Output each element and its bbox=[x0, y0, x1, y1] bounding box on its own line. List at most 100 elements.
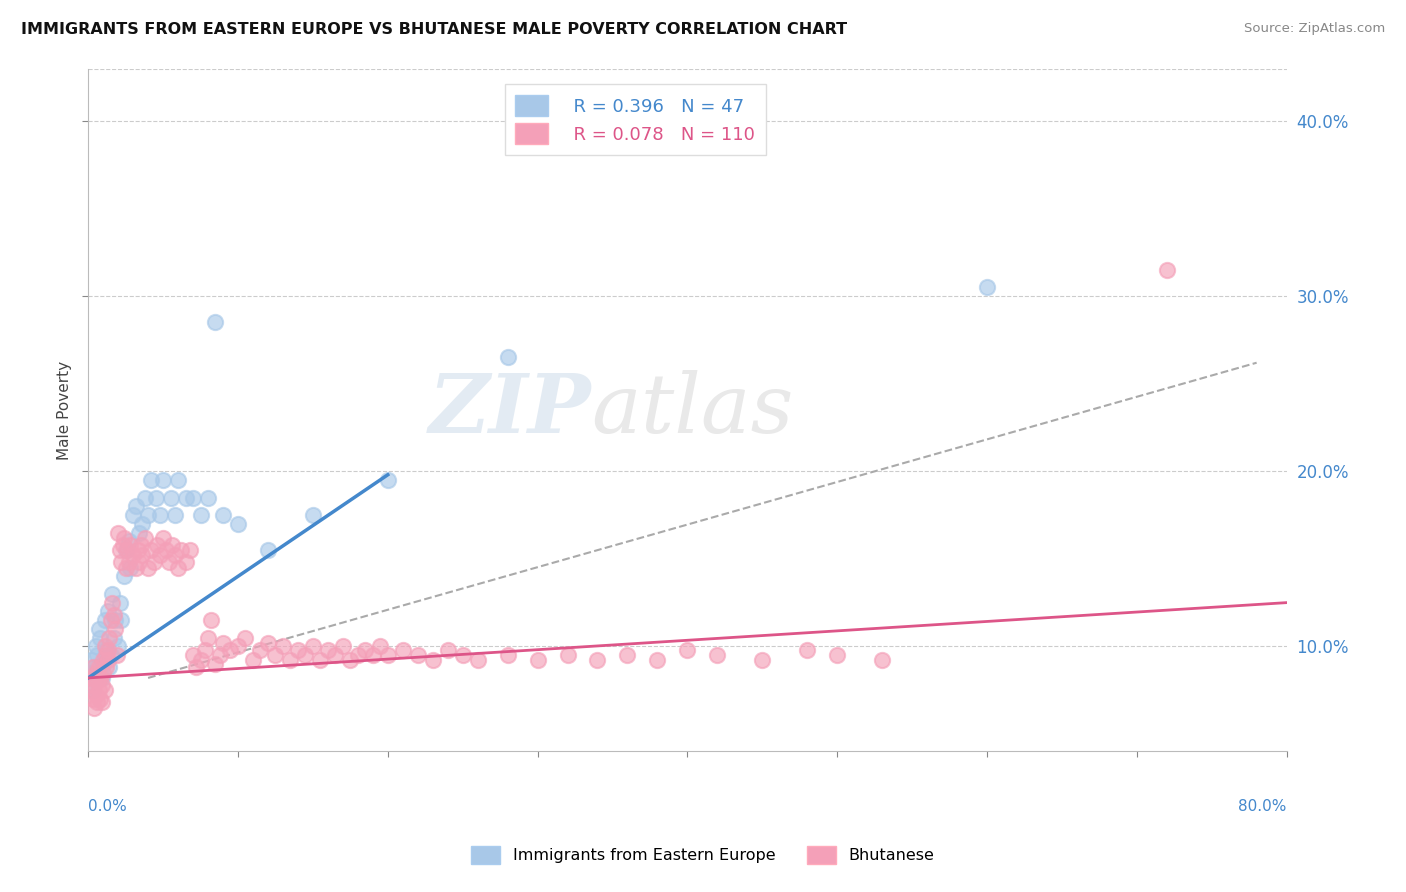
Point bbox=[83, 660, 105, 674]
Point bbox=[157, 555, 180, 569]
Point bbox=[496, 351, 519, 365]
Point bbox=[80, 671, 103, 685]
Point bbox=[212, 636, 235, 650]
Point bbox=[143, 555, 166, 569]
Point bbox=[91, 665, 114, 680]
Point bbox=[110, 613, 132, 627]
Point bbox=[94, 643, 117, 657]
Point bbox=[212, 508, 235, 522]
Point bbox=[167, 473, 190, 487]
Point bbox=[94, 660, 117, 674]
Point bbox=[117, 534, 139, 549]
Point bbox=[190, 508, 212, 522]
Point bbox=[100, 648, 122, 662]
Point bbox=[93, 640, 115, 654]
Point bbox=[98, 660, 121, 674]
Point bbox=[112, 531, 135, 545]
Point bbox=[105, 648, 128, 662]
Point bbox=[79, 683, 101, 698]
Point bbox=[107, 525, 129, 540]
Point bbox=[89, 671, 111, 685]
Point bbox=[93, 613, 115, 627]
Point bbox=[83, 700, 105, 714]
Point bbox=[280, 653, 302, 667]
Point bbox=[436, 643, 458, 657]
Point bbox=[125, 560, 148, 574]
Point bbox=[83, 678, 105, 692]
Point bbox=[496, 648, 519, 662]
Point bbox=[451, 648, 474, 662]
Point bbox=[89, 692, 111, 706]
Point bbox=[82, 692, 104, 706]
Point bbox=[120, 560, 142, 574]
Point bbox=[391, 643, 413, 657]
Point bbox=[136, 560, 159, 574]
Point bbox=[167, 560, 190, 574]
Point bbox=[120, 538, 142, 552]
Point bbox=[152, 531, 174, 545]
Point bbox=[104, 622, 127, 636]
Point bbox=[98, 631, 121, 645]
Point bbox=[131, 516, 153, 531]
Point bbox=[129, 538, 152, 552]
Point bbox=[82, 660, 104, 674]
Point bbox=[146, 538, 169, 552]
Point bbox=[190, 653, 212, 667]
Point bbox=[257, 636, 280, 650]
Point bbox=[155, 543, 177, 558]
Point bbox=[271, 640, 294, 654]
Point bbox=[200, 613, 222, 627]
Point bbox=[422, 653, 444, 667]
Point bbox=[110, 555, 132, 569]
Point bbox=[125, 500, 148, 514]
Point bbox=[194, 643, 217, 657]
Point bbox=[90, 671, 112, 685]
Point bbox=[249, 643, 271, 657]
Point bbox=[114, 560, 136, 574]
Point bbox=[145, 491, 167, 505]
Point bbox=[226, 516, 249, 531]
Point bbox=[94, 648, 117, 662]
Point bbox=[204, 657, 226, 671]
Point bbox=[170, 543, 193, 558]
Point bbox=[287, 643, 309, 657]
Point bbox=[87, 622, 110, 636]
Point bbox=[136, 508, 159, 522]
Point bbox=[204, 315, 226, 329]
Point bbox=[103, 607, 125, 622]
Point bbox=[108, 543, 131, 558]
Point bbox=[80, 653, 103, 667]
Point bbox=[294, 648, 316, 662]
Point bbox=[586, 653, 609, 667]
Point bbox=[139, 473, 162, 487]
Legend:   R = 0.396   N = 47,   R = 0.078   N = 110: R = 0.396 N = 47, R = 0.078 N = 110 bbox=[505, 85, 766, 155]
Point bbox=[112, 569, 135, 583]
Point bbox=[131, 549, 153, 563]
Point bbox=[647, 653, 669, 667]
Point bbox=[91, 657, 114, 671]
Point bbox=[825, 648, 848, 662]
Point bbox=[104, 613, 127, 627]
Text: ZIP: ZIP bbox=[429, 370, 592, 450]
Point bbox=[108, 596, 131, 610]
Point bbox=[101, 587, 124, 601]
Point bbox=[976, 280, 998, 294]
Point bbox=[90, 695, 112, 709]
Point bbox=[339, 653, 361, 667]
Point bbox=[107, 640, 129, 654]
Point bbox=[79, 665, 101, 680]
Point bbox=[179, 543, 201, 558]
Point bbox=[226, 640, 249, 654]
Point bbox=[90, 678, 112, 692]
Point bbox=[84, 665, 107, 680]
Point bbox=[406, 648, 429, 662]
Point bbox=[152, 473, 174, 487]
Point bbox=[181, 648, 204, 662]
Point bbox=[163, 508, 186, 522]
Point bbox=[100, 613, 122, 627]
Point bbox=[128, 555, 150, 569]
Point bbox=[159, 491, 181, 505]
Legend: Immigrants from Eastern Europe, Bhutanese: Immigrants from Eastern Europe, Bhutanes… bbox=[465, 839, 941, 871]
Point bbox=[93, 683, 115, 698]
Point bbox=[354, 643, 377, 657]
